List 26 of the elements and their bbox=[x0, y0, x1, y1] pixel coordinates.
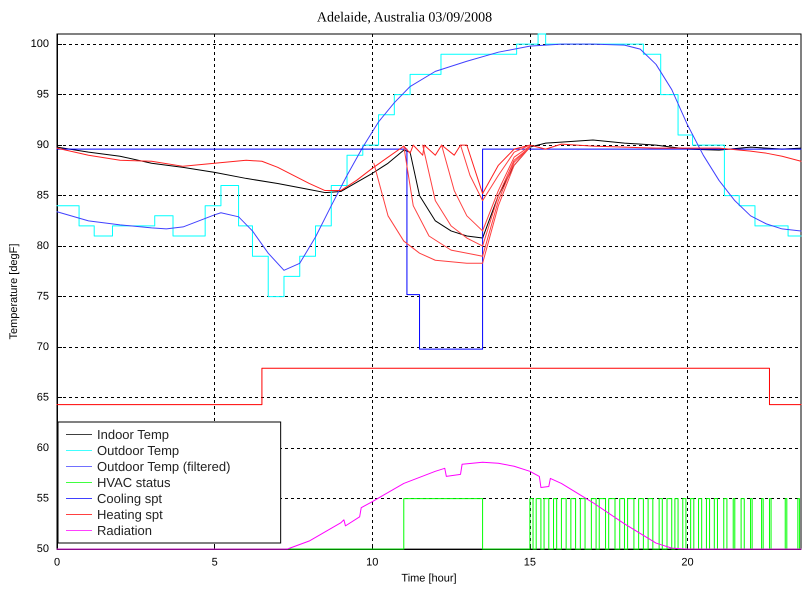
legend-label: Outdoor Temp bbox=[97, 443, 180, 458]
y-tick-label: 60 bbox=[36, 442, 49, 454]
legend-label: Cooling spt bbox=[97, 491, 162, 506]
x-axis-title: Time [hour] bbox=[401, 572, 457, 584]
legend-label: Outdoor Temp (filtered) bbox=[97, 459, 230, 474]
y-axis-title: Temperature [degF] bbox=[8, 244, 20, 340]
chart-title: Adelaide, Australia 03/09/2008 bbox=[316, 10, 492, 26]
x-tick-label: 0 bbox=[54, 556, 60, 569]
x-tick-label: 10 bbox=[366, 556, 378, 569]
y-tick-label: 95 bbox=[36, 88, 49, 101]
y-tick-label: 100 bbox=[30, 38, 49, 50]
y-tick-label: 65 bbox=[36, 392, 49, 404]
x-tick-label: 15 bbox=[524, 556, 536, 569]
y-tick-label: 55 bbox=[36, 492, 49, 505]
y-tick-label: 90 bbox=[36, 139, 49, 152]
legend-label: HVAC status bbox=[97, 475, 171, 490]
y-tick-label: 50 bbox=[36, 543, 49, 556]
y-tick-label: 70 bbox=[36, 341, 49, 354]
x-tick-label: 20 bbox=[681, 556, 694, 569]
y-tick-label: 75 bbox=[36, 290, 49, 303]
legend-label: Radiation bbox=[97, 523, 152, 538]
x-tick-label: 5 bbox=[212, 556, 218, 569]
legend-label: Heating spt bbox=[97, 507, 164, 522]
y-tick-label: 80 bbox=[36, 240, 49, 252]
y-tick-label: 85 bbox=[36, 190, 49, 202]
legend-label: Indoor Temp bbox=[97, 427, 170, 442]
